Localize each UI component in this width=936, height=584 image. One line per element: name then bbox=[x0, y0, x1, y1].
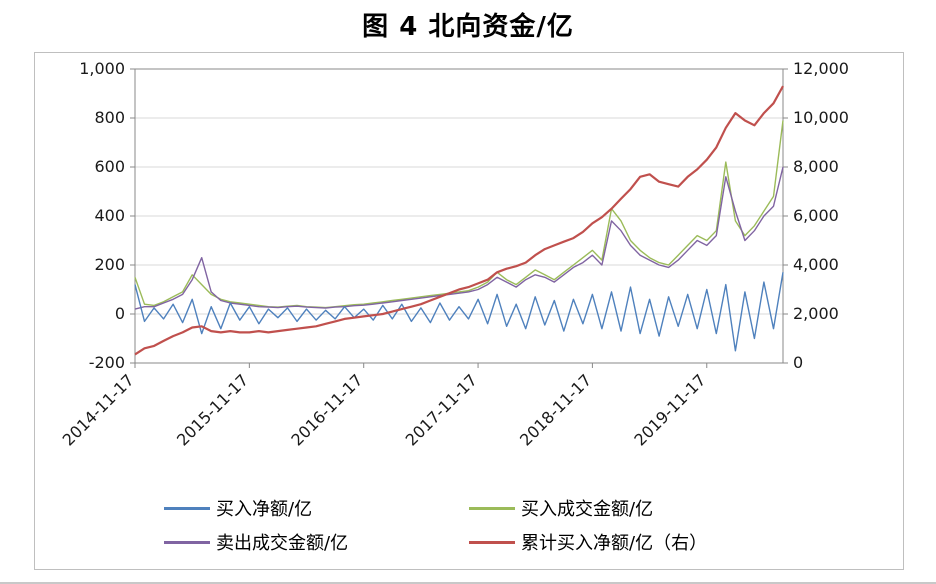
left-axis-tick-label: 400 bbox=[94, 206, 125, 225]
legend-marker-3 bbox=[469, 540, 515, 544]
right-axis-tick-label: 10,000 bbox=[793, 108, 849, 127]
x-axis-tick-label: 2016-11-17 bbox=[287, 370, 366, 449]
x-axis-tick-label: 2019-11-17 bbox=[630, 370, 709, 449]
right-axis-tick-label: 8,000 bbox=[793, 157, 839, 176]
legend-label-buy-turnover: 买入成交金额/亿 bbox=[521, 499, 654, 520]
legend-label-sell-turnover: 卖出成交金额/亿 bbox=[216, 533, 349, 554]
right-axis-tick-label: 6,000 bbox=[793, 206, 839, 225]
right-axis-tick-label: 2,000 bbox=[793, 304, 839, 323]
chart-area: -200 0 200 400 600 800 1,000 0 2,000 4,000 6,000 8,… bbox=[34, 52, 904, 570]
legend-label-cumulative-net-buy: 累计买入净额/亿（右） bbox=[521, 533, 708, 554]
legend: 买入净额/亿 买入成交金额/亿 卖出成交金额/亿 累计买入净额/亿（右） bbox=[35, 495, 903, 555]
left-axis-tick-label: -200 bbox=[89, 353, 125, 372]
series-line-1 bbox=[134, 120, 784, 309]
legend-marker-1 bbox=[469, 506, 515, 510]
left-axis-tick-label: 1,000 bbox=[79, 59, 125, 78]
left-axis-tick-label: 200 bbox=[94, 255, 125, 274]
x-axis-tick-label: 2017-11-17 bbox=[402, 370, 481, 449]
right-axis-tick-label: 12,000 bbox=[793, 59, 849, 78]
legend-marker-0 bbox=[164, 506, 210, 510]
x-axis-tick-label: 2015-11-17 bbox=[173, 370, 252, 449]
plot-border bbox=[134, 68, 784, 364]
legend-item-cumulative-net-buy: 累计买入净额/亿（右） bbox=[469, 529, 774, 555]
series-line-3 bbox=[134, 85, 784, 356]
legend-row-2: 卖出成交金额/亿 累计买入净额/亿（右） bbox=[164, 529, 774, 555]
legend-label-net-buy: 买入净额/亿 bbox=[216, 499, 313, 520]
chart-title: 图 4 北向资金/亿 bbox=[362, 12, 574, 42]
x-axis-tick-label: 2014-11-17 bbox=[59, 370, 138, 449]
left-axis-tick-label: 0 bbox=[115, 304, 125, 323]
legend-marker-2 bbox=[164, 540, 210, 544]
legend-item-sell-turnover: 卖出成交金额/亿 bbox=[164, 529, 469, 555]
right-axis-tick-label: 4,000 bbox=[793, 255, 839, 274]
plot-svg: -200 0 200 400 600 800 1,000 0 2,000 4,000 6,000 8,… bbox=[59, 59, 849, 450]
right-axis-tick-label: 0 bbox=[793, 353, 803, 372]
series-line-0 bbox=[134, 272, 784, 352]
series-line-2 bbox=[134, 166, 784, 310]
left-axis-tick-label: 800 bbox=[94, 108, 125, 127]
left-axis-tick-label: 600 bbox=[94, 157, 125, 176]
legend-item-net-buy: 买入净额/亿 bbox=[164, 495, 469, 521]
legend-row-1: 买入净额/亿 买入成交金额/亿 bbox=[164, 495, 774, 521]
legend-item-buy-turnover: 买入成交金额/亿 bbox=[469, 495, 774, 521]
x-axis-tick-label: 2018-11-17 bbox=[516, 370, 595, 449]
